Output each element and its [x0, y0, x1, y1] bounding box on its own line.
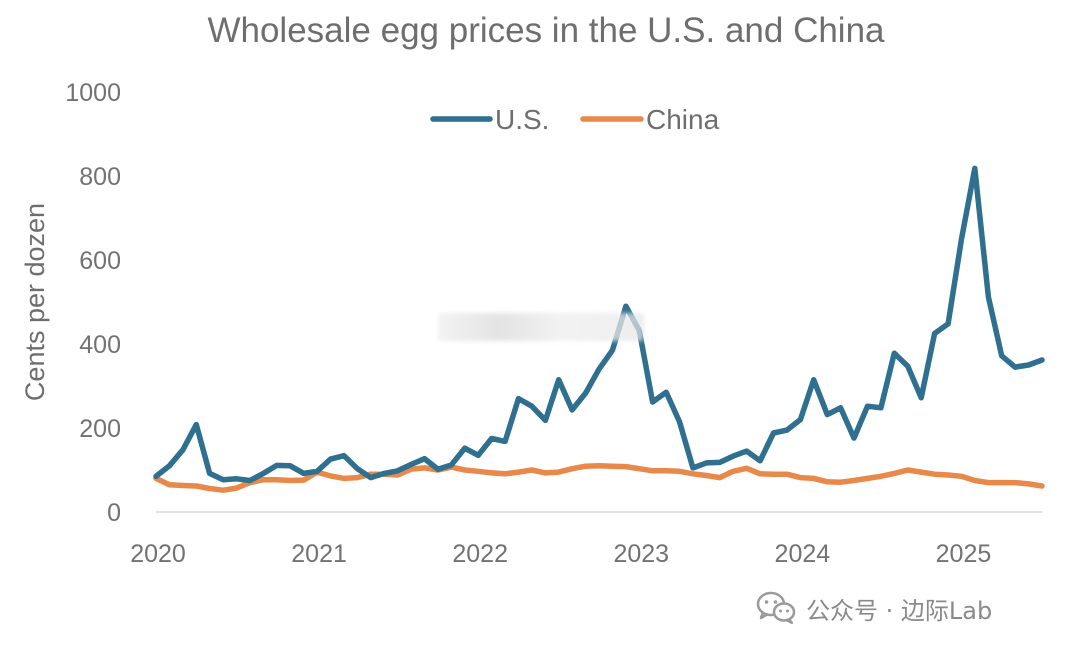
y-tick-label: 200 — [79, 415, 121, 443]
wechat-icon — [756, 591, 796, 625]
y-axis-ticks: 0 200 400 600 800 1000 — [65, 79, 121, 527]
watermark: 公众号 · 边际Lab — [756, 588, 992, 628]
series-line-us — [153, 165, 1045, 484]
x-tick-label: 2022 — [452, 540, 508, 568]
obscured-label — [438, 313, 644, 341]
legend-label-china: China — [646, 104, 720, 135]
x-tick-label: 2025 — [936, 540, 992, 568]
y-tick-label: 1000 — [65, 79, 121, 107]
legend: U.S. China — [430, 104, 720, 135]
x-tick-label: 2023 — [613, 540, 669, 568]
x-tick-label: 2021 — [291, 540, 347, 568]
legend-label-us: U.S. — [495, 104, 549, 135]
chart-title: Wholesale egg prices in the U.S. and Chi… — [207, 11, 885, 50]
y-tick-label: 400 — [79, 331, 121, 359]
y-tick-label: 800 — [79, 163, 121, 191]
y-tick-label: 600 — [79, 247, 121, 275]
x-tick-label: 2024 — [775, 540, 831, 568]
x-axis-ticks: 2020 2021 2022 2023 2024 2025 — [130, 540, 991, 568]
y-axis-label: Cents per dozen — [20, 203, 50, 401]
watermark-text: 公众号 · 边际Lab — [806, 596, 993, 625]
x-tick-label: 2020 — [130, 540, 186, 568]
series-lines — [153, 165, 1045, 493]
y-tick-label: 0 — [107, 499, 121, 527]
series-line-china — [153, 463, 1045, 493]
